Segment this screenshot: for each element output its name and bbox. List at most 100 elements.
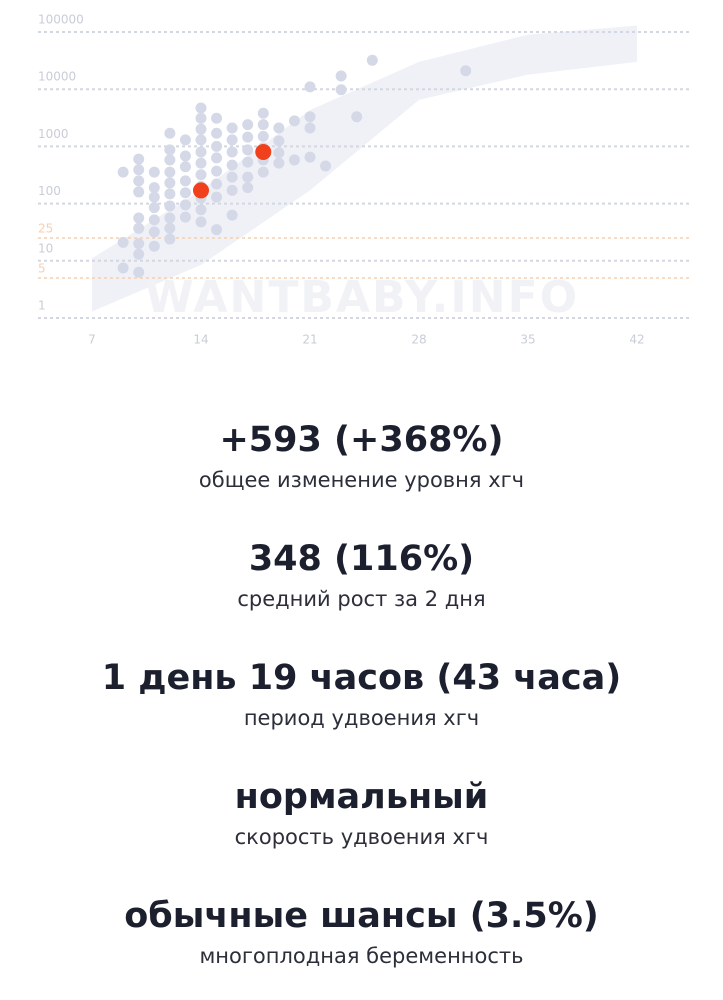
reference-point xyxy=(117,236,129,248)
reference-point xyxy=(211,127,223,139)
reference-point xyxy=(164,212,176,224)
reference-point xyxy=(133,212,145,224)
reference-point xyxy=(226,134,238,146)
x-tick-label: 21 xyxy=(302,333,317,347)
normal-range-band xyxy=(92,25,637,312)
reference-point xyxy=(148,182,160,194)
y-tick-label: 10 xyxy=(38,241,53,255)
stat-value: обычные шансы (3.5%) xyxy=(124,896,599,936)
reference-point xyxy=(273,122,285,134)
reference-point xyxy=(195,123,207,135)
reference-point xyxy=(351,111,363,123)
user-point xyxy=(255,143,272,160)
reference-point xyxy=(320,160,332,172)
reference-point xyxy=(242,131,254,143)
reference-point xyxy=(460,65,472,77)
stat-label: скорость удвоения хгч xyxy=(234,825,489,849)
reference-point xyxy=(304,111,316,123)
reference-point xyxy=(148,202,160,214)
reference-point xyxy=(211,140,223,152)
reference-point xyxy=(335,84,347,96)
reference-point xyxy=(164,154,176,166)
reference-point xyxy=(117,262,129,274)
reference-point xyxy=(164,200,176,212)
reference-point xyxy=(273,157,285,169)
stat-label: период удвоения хгч xyxy=(243,706,480,730)
reference-point xyxy=(195,146,207,158)
reference-point xyxy=(133,266,145,278)
y-tick-label: 1 xyxy=(38,299,46,313)
reference-point xyxy=(179,161,191,173)
reference-point xyxy=(179,199,191,211)
x-tick-label: 7 xyxy=(88,333,96,347)
reference-point xyxy=(242,171,254,183)
chart: WANTBABY.INFO 1 10 100 1000 10000 100000 5 25 7 1… xyxy=(38,13,690,347)
reference-point xyxy=(226,171,238,183)
reference-point xyxy=(257,130,269,142)
reference-point xyxy=(242,119,254,131)
reference-point xyxy=(226,122,238,134)
y-tick-label: 1000 xyxy=(38,127,69,141)
reference-point xyxy=(133,164,145,176)
stat-value: 348 (116%) xyxy=(248,539,475,579)
reference-point xyxy=(273,135,285,147)
reference-point xyxy=(288,154,300,166)
reference-point xyxy=(242,144,254,156)
reference-point xyxy=(211,112,223,124)
reference-point xyxy=(179,211,191,223)
reference-point xyxy=(195,216,207,228)
reference-point xyxy=(366,54,378,66)
x-tick-label: 14 xyxy=(193,333,208,347)
reference-point xyxy=(133,248,145,260)
reference-point xyxy=(179,175,191,187)
reference-point xyxy=(335,70,347,82)
x-tick-label: 28 xyxy=(411,333,426,347)
reference-point xyxy=(179,150,191,162)
user-point xyxy=(193,182,209,199)
reference-point xyxy=(226,209,238,221)
reference-point xyxy=(148,214,160,226)
reference-point xyxy=(133,153,145,165)
reference-point xyxy=(195,204,207,216)
reference-point xyxy=(148,191,160,203)
reference-point xyxy=(211,165,223,177)
reference-point xyxy=(211,178,223,190)
reference-label: 5 xyxy=(38,262,46,276)
reference-point xyxy=(273,147,285,159)
reference-point xyxy=(195,169,207,181)
stat-value: 1 день 19 часов (43 часа) xyxy=(101,658,622,698)
reference-point xyxy=(133,186,145,198)
reference-point xyxy=(242,182,254,194)
reference-point xyxy=(304,122,316,134)
stat-value: +593 (+368%) xyxy=(219,420,504,460)
reference-point xyxy=(195,157,207,169)
reference-point xyxy=(164,233,176,245)
reference-point xyxy=(148,166,160,178)
reference-point xyxy=(304,81,316,93)
reference-point xyxy=(195,102,207,114)
reference-point xyxy=(195,134,207,146)
stat-label: многоплодная беременность xyxy=(199,944,524,968)
reference-point xyxy=(179,134,191,146)
reference-point xyxy=(179,187,191,199)
reference-point xyxy=(164,222,176,234)
reference-point xyxy=(164,127,176,139)
stat-value: нормальный xyxy=(234,777,489,817)
reference-point xyxy=(164,144,176,156)
reference-point xyxy=(211,152,223,164)
reference-point xyxy=(195,112,207,124)
reference-point xyxy=(257,107,269,119)
reference-label: 25 xyxy=(38,222,53,236)
reference-point xyxy=(211,191,223,203)
reference-point xyxy=(226,159,238,171)
y-tick-label: 100000 xyxy=(38,13,84,27)
y-tick-label: 10000 xyxy=(38,70,76,84)
reference-point xyxy=(304,151,316,163)
stat-label: общее изменение уровня хгч xyxy=(198,468,525,492)
reference-point xyxy=(164,188,176,200)
watermark: WANTBABY.INFO xyxy=(145,272,579,323)
reference-point xyxy=(148,240,160,252)
reference-point xyxy=(164,177,176,189)
reference-point xyxy=(133,238,145,250)
